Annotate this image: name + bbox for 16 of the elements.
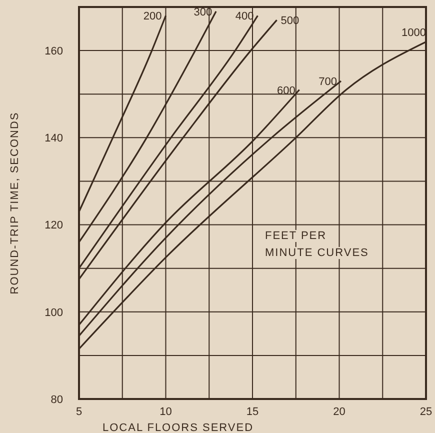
series-label: 700 [318,76,337,88]
series-label: 1000 [402,26,426,39]
annotation: FEET PER MINUTE CURVES [265,230,369,259]
x-tick-label: 20 [333,406,346,418]
y-tick-label: 140 [44,132,63,145]
x-tick-label: 25 [420,406,432,418]
y-tick-label: 100 [44,306,63,319]
x-tick-label: 10 [160,406,172,418]
y-tick-label: 120 [44,220,63,232]
series-label: 200 [143,10,162,23]
y-tick-label: 80 [50,394,63,406]
x-tick-label: 5 [76,406,82,418]
y-axis-title: ROUND-TRIP TIME, SECONDS [8,112,21,294]
x-axis-title: LOCAL FLOORS SERVED [102,422,254,433]
y-tick-label: 160 [44,45,63,58]
x-tick-label: 15 [246,406,259,418]
